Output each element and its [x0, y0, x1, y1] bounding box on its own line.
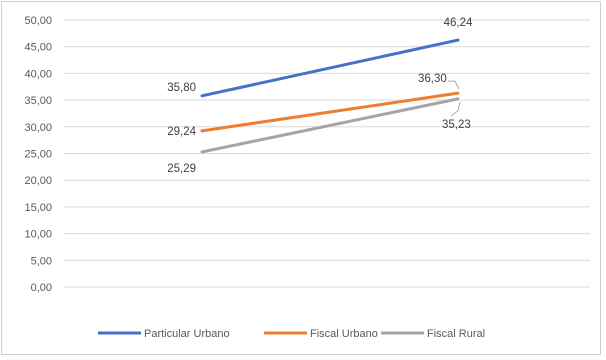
y-tick-label: 30,00	[24, 122, 52, 134]
data-labels: 35,80 46,24 29,24 36,30 25,29 35,23	[167, 17, 473, 175]
data-label: 35,23	[442, 119, 471, 131]
y-tick-label: 20,00	[24, 175, 52, 187]
legend-label: Fiscal Urbano	[310, 328, 378, 340]
series-line	[200, 38, 460, 98]
data-label: 25,29	[167, 163, 196, 175]
series-lines	[200, 38, 460, 154]
y-tick-label: 50,00	[24, 15, 52, 27]
y-tick-label: 15,00	[24, 202, 52, 214]
y-tick-label: 35,00	[24, 95, 52, 107]
leader-line	[450, 101, 461, 117]
line-chart: 0,00 5,00 10,00 15,00 20,00 25,00 30,00 35,00 40…	[24, 15, 590, 340]
series-line	[200, 97, 460, 154]
data-label: 35,80	[167, 82, 196, 94]
y-tick-label: 0,00	[31, 282, 52, 294]
gridlines	[64, 19, 590, 288]
chart-area: 0,00 5,00 10,00 15,00 20,00 25,00 30,00 35,00 40…	[1, 1, 601, 355]
y-tick-label: 25,00	[24, 149, 52, 161]
leader-line	[448, 80, 460, 90]
data-label: 46,24	[444, 17, 473, 29]
legend-label: Fiscal Rural	[427, 328, 485, 340]
legend-label: Particular Urbano	[144, 328, 230, 340]
legend: Particular Urbano Fiscal Urbano Fiscal Rur…	[98, 328, 485, 340]
y-tick-label: 10,00	[24, 229, 52, 241]
y-tick-label: 5,00	[31, 255, 52, 267]
y-tick-label: 45,00	[24, 42, 52, 54]
data-label: 36,30	[418, 73, 447, 85]
y-axis-tick-labels: 0,00 5,00 10,00 15,00 20,00 25,00 30,00 35,00 40…	[24, 15, 52, 294]
data-label: 29,24	[167, 126, 196, 138]
series-line	[200, 91, 460, 133]
y-tick-label: 40,00	[24, 68, 52, 80]
